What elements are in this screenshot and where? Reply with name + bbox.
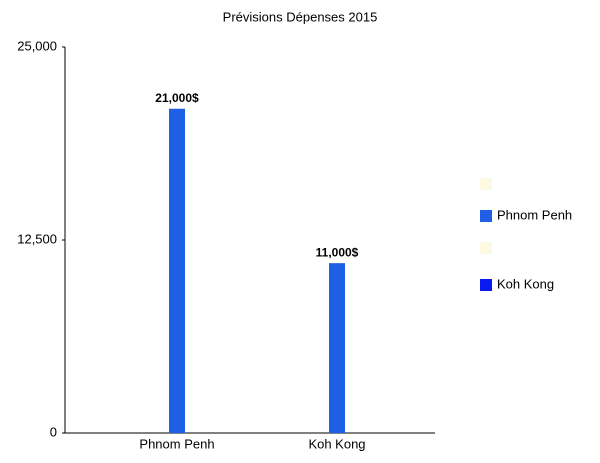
y-tick-label: 12,500 <box>17 231 57 246</box>
x-tick-label: Koh Kong <box>308 436 365 451</box>
legend-label: Phnom Penh <box>497 207 572 222</box>
y-tick-label: 0 <box>50 424 57 439</box>
x-tick-label: Phnom Penh <box>139 436 214 451</box>
bar <box>329 263 345 433</box>
legend-label: Koh Kong <box>497 276 554 291</box>
bar <box>169 108 185 433</box>
legend-placeholder <box>480 178 492 190</box>
value-label: 11,000$ <box>316 245 359 259</box>
legend-swatch <box>480 279 492 291</box>
legend-placeholder <box>480 242 492 254</box>
value-label: 21,000$ <box>155 91 199 105</box>
y-tick-label: 25,000 <box>17 38 57 53</box>
legend-swatch <box>480 210 492 222</box>
chart-title: Prévisions Dépenses 2015 <box>223 9 378 24</box>
